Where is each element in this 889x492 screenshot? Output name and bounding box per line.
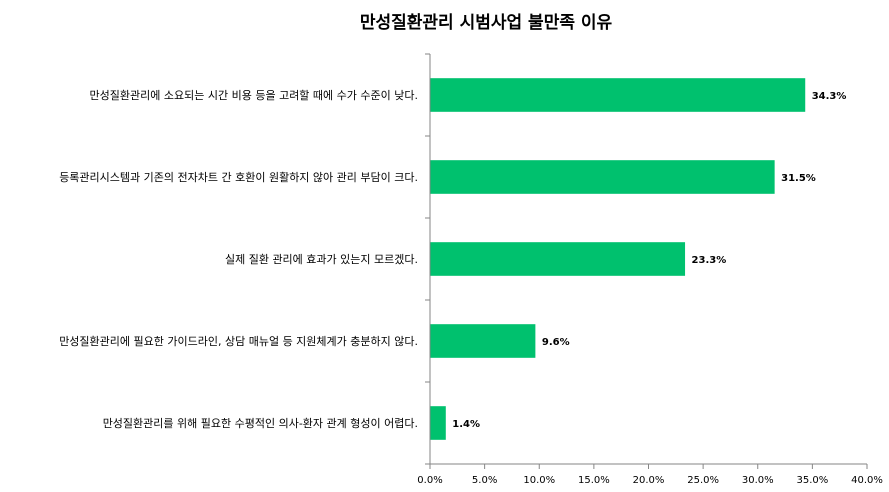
bar	[430, 242, 686, 276]
x-tick-label: 0.0%	[417, 475, 442, 486]
x-tick-label: 20.0%	[633, 475, 665, 486]
labels: 0.0% 5.0% 10.0% 15.0% 20.0% 25.0% 30.0% 35.0% 40…	[59, 89, 883, 486]
x-tick-label: 35.0%	[796, 475, 828, 486]
bars	[430, 78, 806, 440]
bar	[430, 324, 536, 358]
data-label: 34.3%	[812, 91, 847, 102]
category-label: 실제 질환 관리에 효과가 있는지 모르겠다.	[225, 253, 418, 266]
data-label: 31.5%	[781, 173, 816, 184]
bar	[430, 78, 806, 112]
x-tick-label: 10.0%	[523, 475, 555, 486]
x-tick-label: 5.0%	[472, 475, 497, 486]
category-label: 만성질환관리에 필요한 가이드라인, 상담 매뉴얼 등 지원체계가 충분하지 않…	[59, 334, 418, 348]
x-tick-label: 15.0%	[578, 475, 610, 486]
chart-title: 만성질환관리 시범사업 불만족 이유	[360, 12, 613, 33]
x-tick-label: 30.0%	[742, 475, 774, 486]
data-label: 9.6%	[542, 337, 570, 348]
x-tick-label: 25.0%	[687, 475, 719, 486]
category-label: 만성질환관리에 소요되는 시간 비용 등을 고려할 때에 수가 수준이 낮다.	[90, 89, 418, 102]
axes	[425, 53, 868, 469]
x-tick-label: 40.0%	[851, 475, 883, 486]
bar	[430, 160, 775, 194]
bar	[430, 406, 446, 440]
data-label: 23.3%	[692, 255, 727, 266]
data-label: 1.4%	[452, 419, 480, 430]
category-label: 만성질환관리를 위해 필요한 수평적인 의사-환자 관계 형성이 어렵다.	[103, 416, 418, 430]
category-label: 등록관리시스템과 기존의 전자차트 간 호환이 원활하지 않아 관리 부담이 크…	[59, 170, 418, 184]
